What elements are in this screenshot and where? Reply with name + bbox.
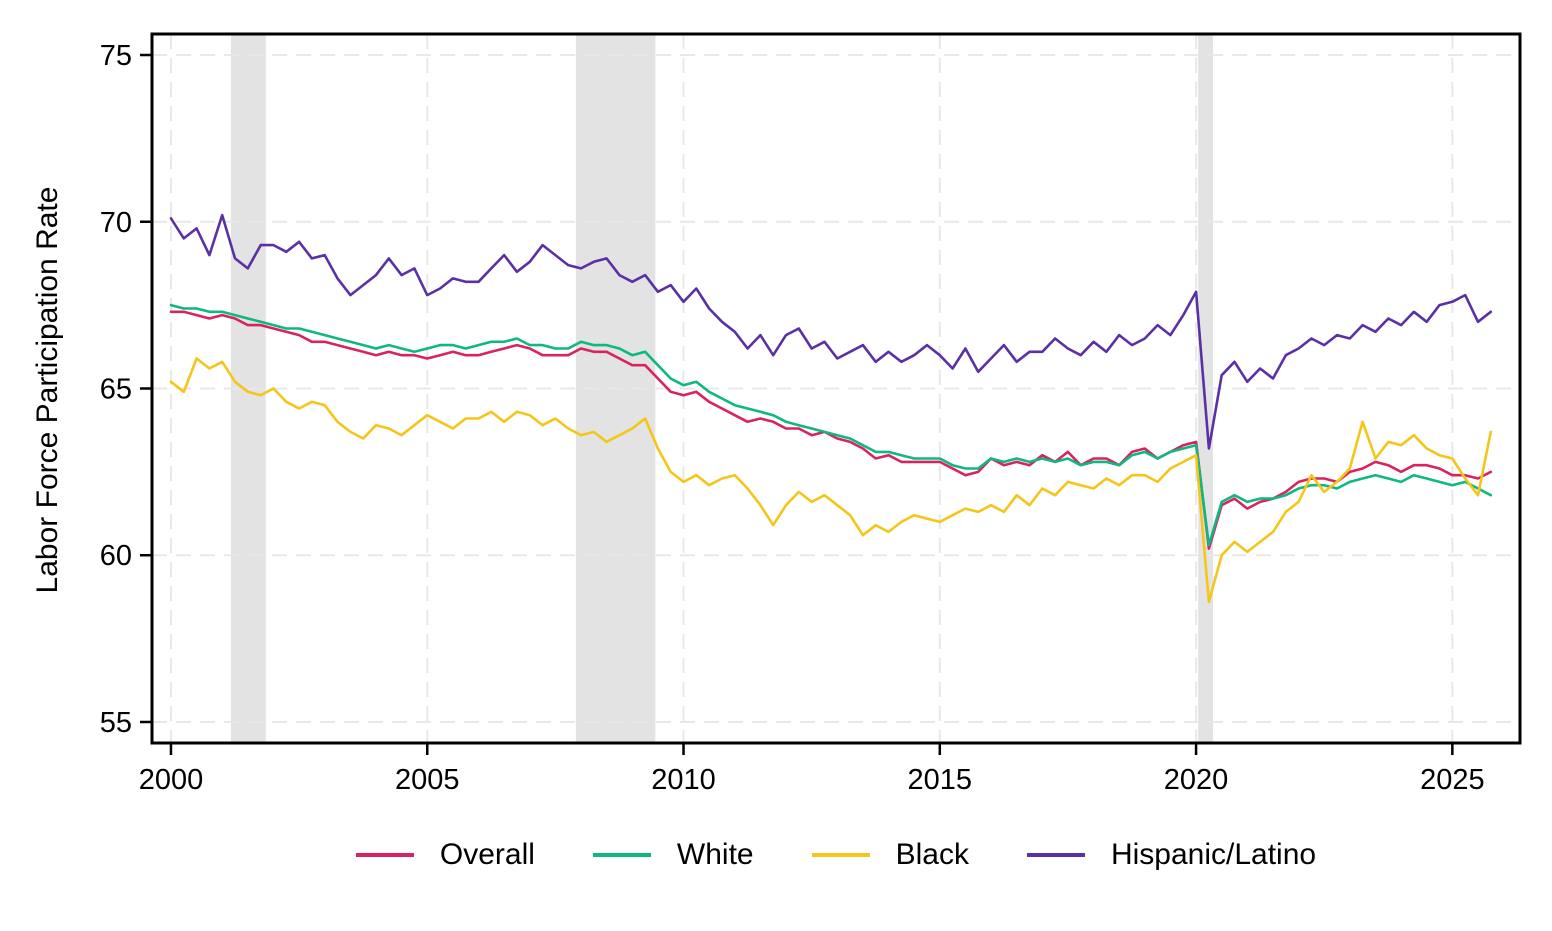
legend-item-overall: Overall	[355, 838, 535, 872]
y-tick-label-55: 55	[100, 707, 132, 739]
x-tick-label-2020: 2020	[1164, 764, 1229, 796]
series-line-black	[169, 357, 1493, 604]
y-tick-label-65: 65	[100, 374, 132, 406]
recession-band	[1198, 34, 1213, 743]
x-tick-label-2015: 2015	[908, 764, 973, 796]
legend-label-black: Black	[895, 838, 969, 871]
axis-ticks-group	[140, 53, 1454, 755]
gridlines-group	[152, 34, 1520, 743]
legend-label-white: White	[676, 838, 754, 871]
x-tick-label-2005: 2005	[395, 764, 460, 796]
x-tick-label-2025: 2025	[1420, 764, 1485, 796]
legend-label-overall: Overall	[439, 838, 535, 871]
overall-line-swatch-icon	[355, 853, 414, 857]
series-line-hispanic-latino	[169, 213, 1493, 450]
axis-tick-labels-group: 55 60 65 70 75 2000 2005 2010 2015 2020 2025	[100, 40, 1485, 796]
legend-item-hispanic-latino: Hispanic/Latino	[1026, 838, 1317, 872]
chart-legend: Overall White Black Hispanic/Latino	[152, 838, 1520, 872]
x-tick-label-2000: 2000	[139, 764, 204, 796]
x-tick-label-2010: 2010	[651, 764, 716, 796]
y-axis-title: Labor Force Participation Rate	[31, 187, 64, 594]
y-tick-label-75: 75	[100, 40, 132, 72]
legend-item-black: Black	[811, 838, 969, 872]
hispanic-latino-line-swatch-icon	[1026, 853, 1085, 857]
legend-label-hispanic-latino: Hispanic/Latino	[1110, 838, 1317, 871]
series-line-white	[169, 303, 1493, 547]
y-tick-label-60: 60	[100, 540, 132, 572]
white-line-swatch-icon	[592, 853, 651, 857]
black-line-swatch-icon	[811, 853, 870, 857]
y-tick-label-70: 70	[100, 207, 132, 239]
legend-item-white: White	[592, 838, 754, 872]
series-lines-group	[169, 213, 1493, 604]
